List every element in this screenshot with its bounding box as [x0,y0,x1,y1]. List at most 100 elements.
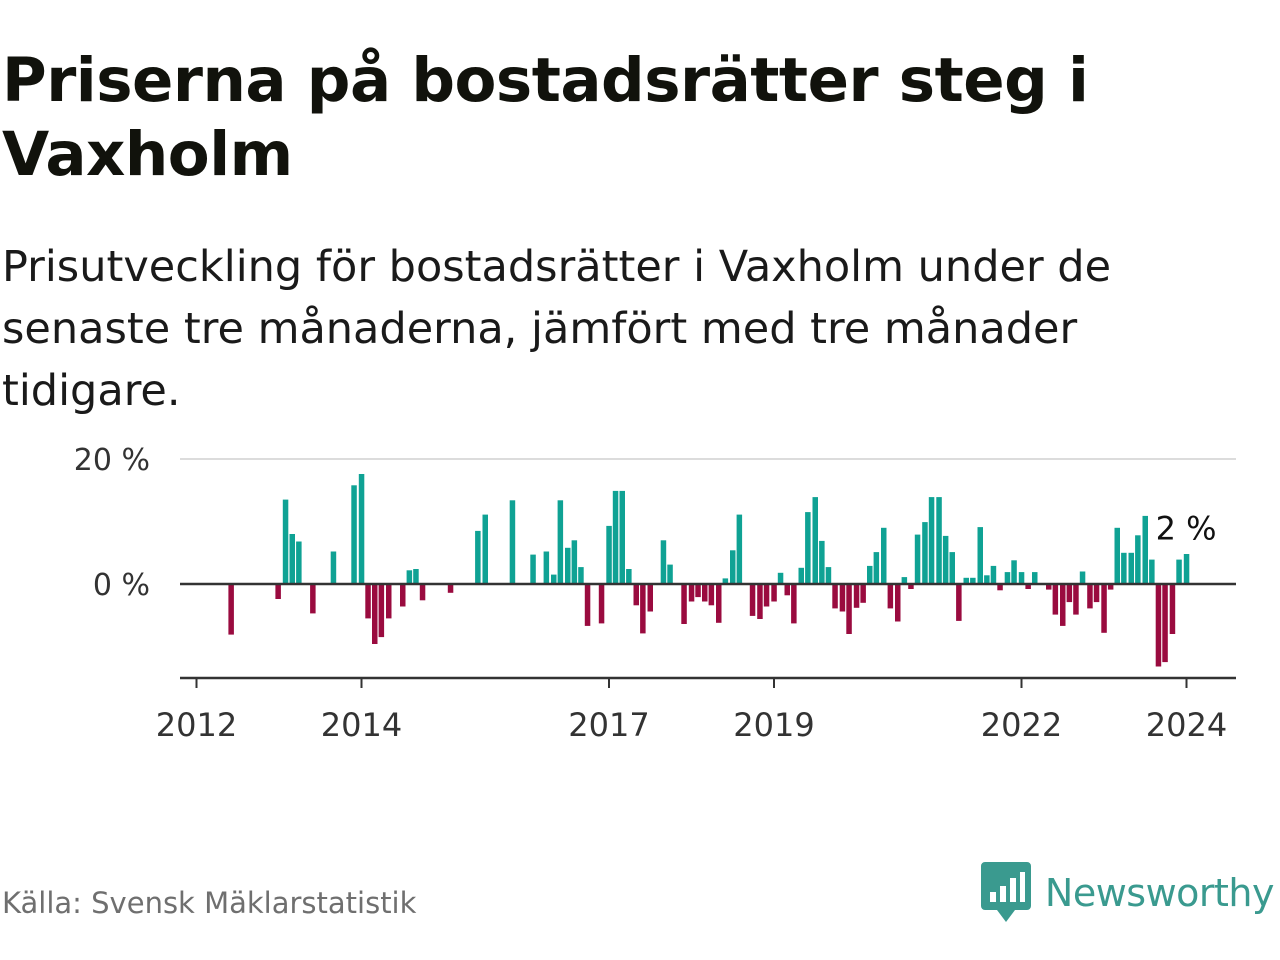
bar [282,499,289,584]
bar [1060,584,1066,626]
bar [1128,552,1134,585]
bar [1052,584,1059,615]
bar [1025,584,1031,589]
bar [296,541,302,584]
brand-logo: Newsworthy [980,862,1275,924]
bar [647,584,653,612]
bar [330,551,337,584]
bar [784,584,790,596]
bar [571,540,578,585]
bar [482,514,488,584]
bar [681,584,687,624]
bar [928,497,935,584]
bar [984,575,990,585]
bar [867,565,873,584]
bar [557,500,564,585]
bar [551,574,557,584]
bar [873,552,880,584]
bar [763,584,770,607]
bar [1073,584,1079,615]
bar [1011,560,1017,585]
bar [612,490,619,584]
bar [275,584,281,599]
bar [1107,584,1114,590]
bar [949,552,955,584]
bar [509,500,516,585]
bar [289,534,295,584]
bar [1101,584,1107,633]
bar [447,584,454,593]
bar [757,584,763,619]
bar [695,584,701,598]
bar [908,584,914,589]
bar [730,550,736,585]
bar [956,584,962,621]
bar [1018,572,1025,584]
bar [413,569,419,584]
bar [386,584,392,619]
bar [749,584,756,616]
bar [887,584,894,609]
bar [372,584,378,644]
bar [378,584,385,638]
bar [406,570,413,585]
bar [1162,584,1168,663]
x-tick-label: 2017 [568,706,649,744]
bar [578,567,584,584]
bar [633,584,639,606]
bar [901,577,908,584]
brand-name: Newsworthy [1044,871,1275,915]
bar [805,512,811,584]
x-tick-label: 2012 [156,706,237,744]
bar [1114,527,1120,585]
bar-chart: 0 % 20 % 2012 2014 2017 2019 2022 2024 2 % [74,443,1236,744]
bar [1093,584,1100,603]
x-tick-label: 2019 [733,706,814,744]
bar [606,525,612,584]
x-tick-label: 2022 [981,706,1062,744]
bar [1183,554,1190,584]
bar [365,584,371,619]
chart-title: Priserna på bostadsrätter steg i Vaxholm [2,45,1089,190]
bar [565,547,571,585]
bar [543,551,550,584]
bar [997,584,1003,591]
bar [1135,535,1141,585]
bar [819,540,825,584]
bar [400,584,406,607]
bar [1121,552,1127,585]
bar [771,584,777,602]
bar [1004,572,1011,584]
bar [419,584,426,601]
bar [970,577,976,585]
bar [584,584,591,626]
bar-series [228,474,1190,667]
bar [895,584,901,622]
bar [667,564,673,584]
bar [619,490,625,584]
bar [846,584,852,634]
bar [1046,584,1052,590]
bar [660,540,667,585]
bar [777,572,784,585]
axes [180,582,1236,688]
bar [358,474,365,584]
bar [812,497,818,584]
bar [688,584,695,602]
bar [1169,584,1176,634]
bar [716,584,722,623]
bar [1032,572,1038,584]
bar [977,527,983,584]
bar [722,578,729,584]
bar [310,584,316,614]
y-tick-label: 20 % [74,443,150,478]
bar [1155,584,1162,667]
bar [839,584,846,612]
bar [702,584,708,602]
bar [626,569,632,584]
y-tick-label: 0 % [93,568,150,603]
bar [853,584,860,608]
bar [598,584,605,624]
bar [228,584,234,635]
bar [881,527,887,585]
